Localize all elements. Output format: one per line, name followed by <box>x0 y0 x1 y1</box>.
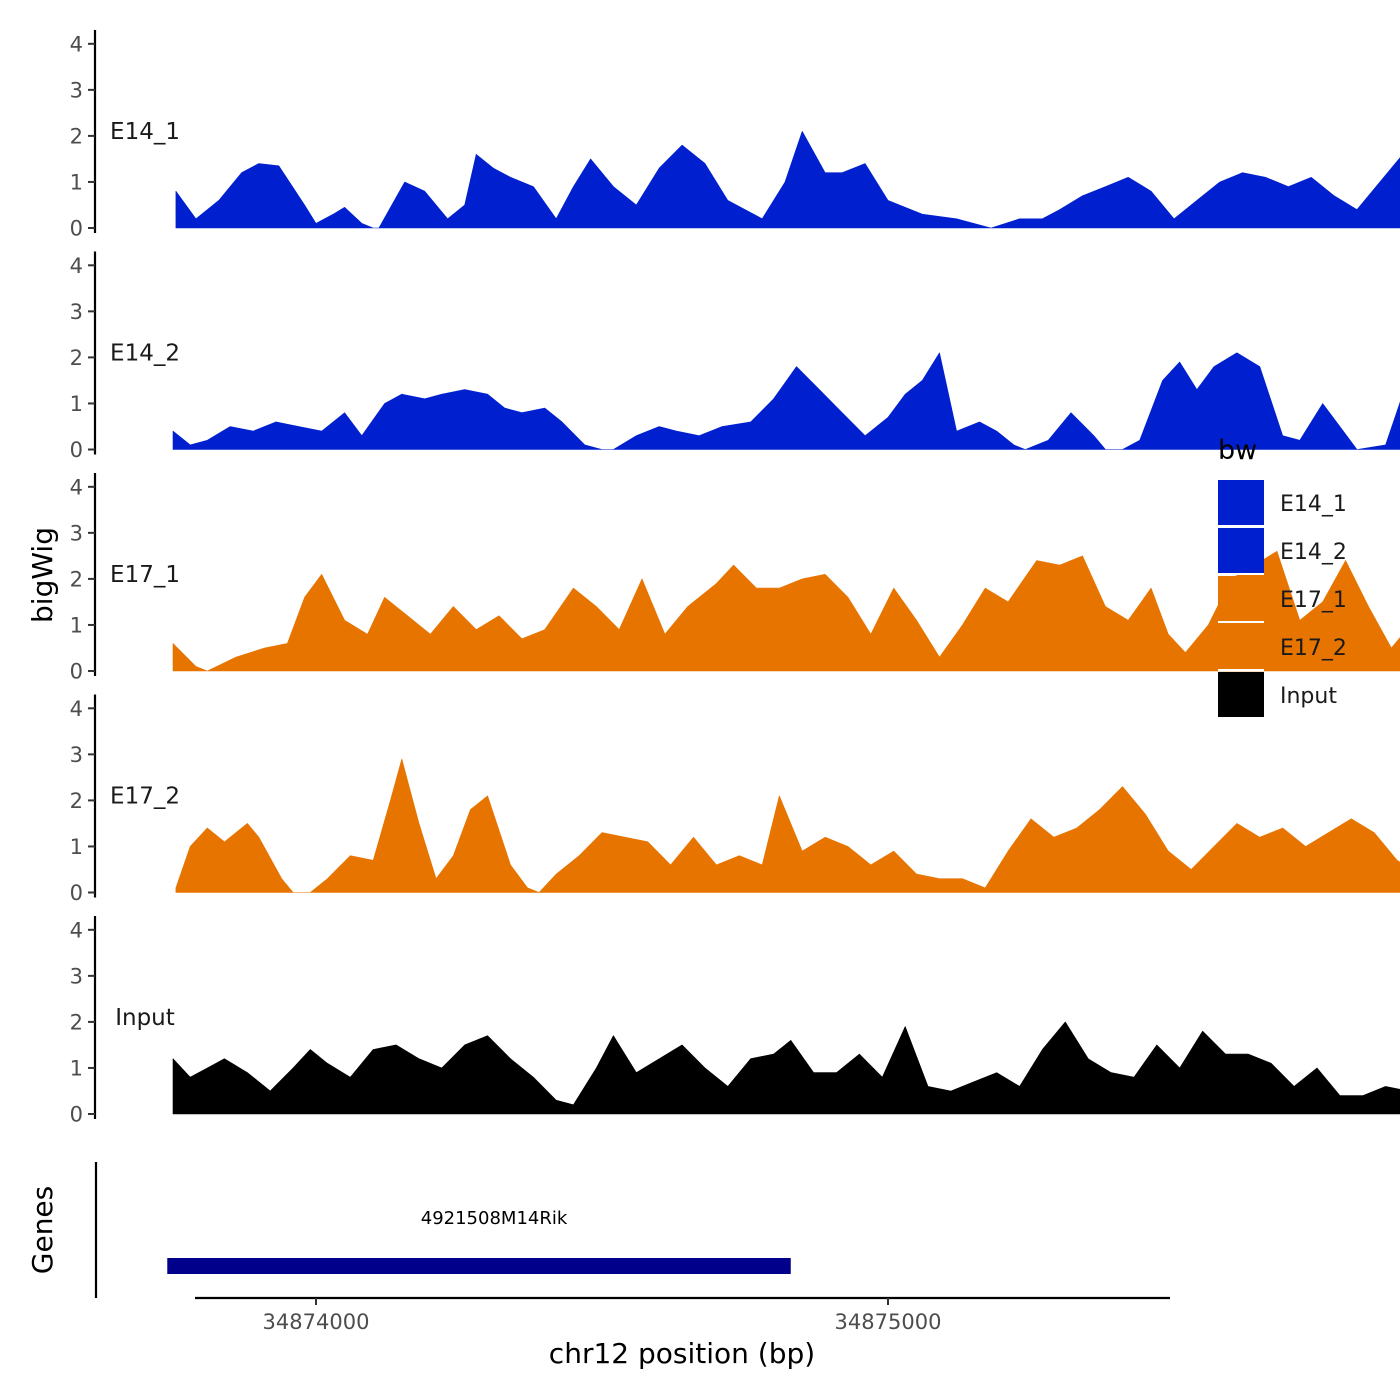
legend-key-E17_1 <box>1218 576 1264 622</box>
signal-tracks: 0 1 2 3 4 E14_1 0 1 2 3 4 E14_2 0 1 2 3 4 E17_1 0 1 2 3 4 E17_2… <box>70 30 1400 1127</box>
signal-area-Input <box>172 1021 1400 1115</box>
y-tick-label: 4 <box>70 475 83 499</box>
y-tick-label: 3 <box>70 743 83 767</box>
track-label: E14_2 <box>110 340 180 366</box>
y-tick-label: 1 <box>70 613 83 637</box>
legend-key-E14_1 <box>1218 480 1264 526</box>
y-tick-label: 2 <box>70 567 83 591</box>
y-tick-label: 1 <box>70 170 83 194</box>
track-E17_2: 0 1 2 3 4 E17_2 <box>70 694 1400 905</box>
signal-area-E17_2 <box>175 758 1400 893</box>
legend-key-E14_2 <box>1218 528 1264 574</box>
y-tick-label: 4 <box>70 918 83 942</box>
y-tick-label: 1 <box>70 392 83 416</box>
y-tick-label: 0 <box>70 217 83 241</box>
y-tick-label: 1 <box>70 835 83 859</box>
gene-track: Genes 4921508M14Rik <box>26 1162 791 1298</box>
y-tick-label: 3 <box>70 78 83 102</box>
y-tick-label: 1 <box>70 1056 83 1080</box>
y-tick-label: 4 <box>70 32 83 56</box>
y-tick-label: 2 <box>70 1010 83 1034</box>
track-E14_2: 0 1 2 3 4 E14_2 <box>70 251 1400 462</box>
gene-bar <box>167 1258 791 1274</box>
legend-label: E14_1 <box>1280 492 1347 517</box>
y-tick-label: 2 <box>70 124 83 148</box>
signal-area-E14_1 <box>175 131 1400 229</box>
y-tick-label: 0 <box>70 660 83 684</box>
legend-label: E14_2 <box>1280 540 1347 565</box>
y-tick-label: 3 <box>70 521 83 545</box>
y-tick-label: 4 <box>70 697 83 721</box>
y-tick-label: 3 <box>70 300 83 324</box>
legend-label: Input <box>1280 684 1337 709</box>
legend-label: E17_1 <box>1280 588 1347 613</box>
y-tick-label: 0 <box>70 1103 83 1127</box>
legend: bw E14_1 E14_2 E17_1 E17_2 Input <box>1218 435 1347 719</box>
x-axis: chr12 position (bp) 34874000348750003487… <box>195 1296 1170 1370</box>
x-axis-title: chr12 position (bp) <box>549 1337 815 1370</box>
y-tick-label: 0 <box>70 881 83 905</box>
y-tick-label: 3 <box>70 964 83 988</box>
track-label: E17_2 <box>110 783 180 809</box>
legend-label: E17_2 <box>1280 636 1347 661</box>
track-Input: 0 1 2 3 4 Input <box>70 916 1400 1127</box>
y-axis-title: bigWig <box>26 527 59 623</box>
y-tick-label: 0 <box>70 438 83 462</box>
track-label: Input <box>115 1005 175 1031</box>
signal-area-E17_1 <box>172 551 1400 672</box>
track-label: E14_1 <box>110 119 180 145</box>
gene-track-label: Genes <box>26 1186 59 1274</box>
legend-key-Input <box>1218 672 1264 718</box>
x-tick-label: 34874000 <box>263 1310 370 1334</box>
signal-area-E14_2 <box>172 352 1400 450</box>
y-tick-label: 4 <box>70 254 83 278</box>
y-tick-label: 2 <box>70 789 83 813</box>
track-E14_1: 0 1 2 3 4 E14_1 <box>70 30 1400 241</box>
x-tick-label: 34875000 <box>835 1310 942 1334</box>
y-tick-label: 2 <box>70 346 83 370</box>
track-E17_1: 0 1 2 3 4 E17_1 <box>70 473 1400 684</box>
gene-label: 4921508M14Rik <box>421 1208 568 1229</box>
track-label: E17_1 <box>110 562 180 588</box>
legend-title: bw <box>1218 435 1257 466</box>
legend-key-E17_2 <box>1218 624 1264 670</box>
